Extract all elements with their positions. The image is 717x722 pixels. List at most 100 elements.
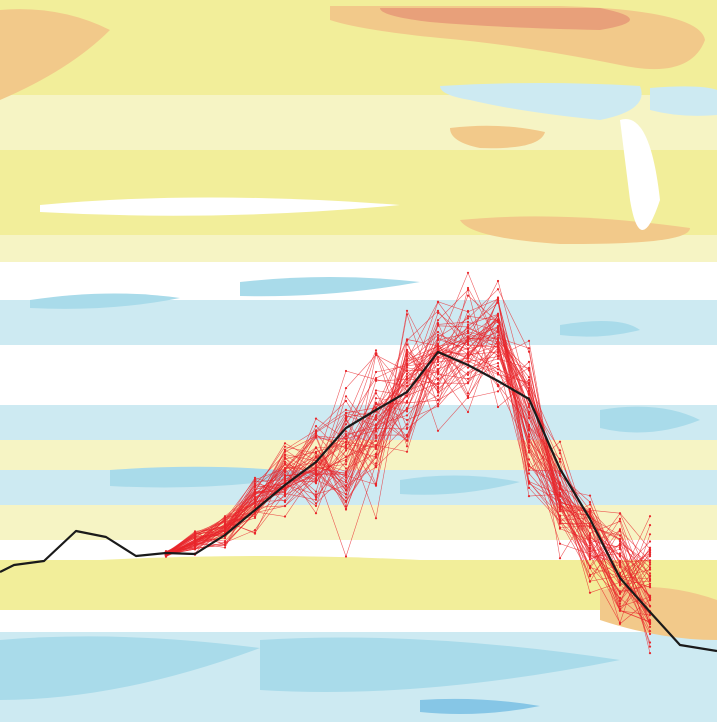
ensemble-point (527, 350, 531, 353)
ensemble-point (374, 353, 378, 357)
ensemble-point (436, 338, 440, 341)
ensemble-point (496, 342, 500, 345)
ensemble-point (466, 371, 470, 374)
ensemble-point (496, 405, 500, 409)
ensemble-point (527, 486, 531, 489)
ensemble-point (558, 514, 562, 517)
ensemble-point (405, 408, 409, 411)
ensemble-point (405, 418, 409, 422)
ensemble-point (648, 555, 652, 558)
ensemble-point (648, 596, 652, 599)
ensemble-point (405, 394, 409, 397)
ensemble-point (405, 410, 409, 413)
ensemble-point (618, 605, 622, 608)
ensemble-point (374, 446, 378, 449)
ensemble-point (344, 445, 348, 448)
ensemble-point (648, 561, 652, 564)
ensemble-point (405, 355, 409, 358)
ensemble-point (253, 499, 257, 502)
ensemble-point (588, 537, 592, 540)
ensemble-point (527, 339, 531, 342)
ensemble-point (618, 537, 622, 540)
ensemble-point (374, 378, 378, 381)
ensemble-point (344, 437, 348, 440)
ensemble-point (558, 460, 562, 463)
ensemble-point (466, 339, 470, 342)
ensemble-point (314, 450, 318, 453)
ensemble-point (344, 447, 348, 450)
ensemble-point (374, 397, 378, 400)
ensemble-point (496, 336, 500, 339)
ensemble-point (466, 286, 470, 290)
ensemble-point (223, 540, 227, 543)
ensemble-point (436, 394, 440, 397)
ensemble-point (527, 429, 531, 432)
ensemble-point (558, 527, 562, 530)
ensemble-point (618, 554, 622, 558)
ensemble-point (527, 389, 531, 392)
ensemble-point (527, 472, 531, 475)
ensemble-point (496, 279, 500, 283)
ensemble-point (253, 512, 257, 515)
ensemble-point (374, 389, 378, 392)
ensemble-point (588, 526, 592, 529)
ensemble-point (527, 382, 531, 385)
ensemble-point (283, 493, 287, 497)
ensemble-point (648, 586, 652, 589)
ensemble-point (618, 590, 622, 593)
ensemble-point (253, 478, 257, 481)
contour-region (420, 698, 540, 714)
ensemble-point (496, 390, 500, 393)
ensemble-point (223, 515, 227, 518)
observed-line-group (0, 350, 717, 653)
ensemble-point (436, 333, 440, 336)
ensemble-point (527, 441, 531, 444)
ensemble-point (405, 414, 409, 417)
ensemble-point (344, 476, 348, 479)
ensemble-point (405, 366, 409, 369)
ensemble-point (344, 489, 348, 492)
ensemble-point (223, 528, 227, 532)
ensemble-point (223, 541, 227, 544)
ensemble-point (648, 619, 652, 622)
ensemble-point (283, 448, 287, 451)
ensemble-point (558, 518, 562, 521)
ensemble-point (436, 330, 440, 334)
ensemble-point (314, 436, 318, 439)
ensemble-point (496, 288, 500, 291)
ensemble-point (436, 363, 440, 367)
ensemble-point (314, 493, 318, 496)
ensemble-point (344, 441, 348, 444)
ensemble-point (436, 358, 440, 362)
ensemble-point (618, 543, 622, 546)
ensemble-point (374, 439, 378, 442)
ensemble-point (588, 534, 592, 537)
ensemble-point (496, 368, 500, 371)
ensemble-point (466, 366, 470, 369)
ensemble-point (374, 414, 378, 417)
ensemble-point (466, 357, 470, 360)
ensemble-point (648, 568, 652, 571)
ensemble-point (436, 389, 440, 393)
contour-band (0, 610, 717, 632)
ensemble-point (496, 325, 500, 328)
ensemble-point (405, 370, 409, 373)
ensemble-point (253, 505, 257, 508)
ensemble-point (405, 313, 409, 316)
ensemble-point (618, 583, 622, 586)
ensemble-point (466, 315, 470, 318)
ensemble-point (223, 546, 227, 549)
ensemble-point (436, 344, 440, 347)
ensemble-point (436, 387, 440, 390)
ensemble-point (405, 423, 409, 426)
ensemble-point (344, 555, 348, 558)
ensemble-point (253, 488, 257, 491)
ensemble-point (405, 372, 409, 375)
ensemble-point (527, 417, 531, 420)
ensemble-point (466, 335, 470, 338)
ensemble-point (193, 539, 197, 543)
ensemble-point (618, 563, 622, 567)
ensemble-point (558, 506, 562, 509)
contour-region (40, 197, 400, 216)
